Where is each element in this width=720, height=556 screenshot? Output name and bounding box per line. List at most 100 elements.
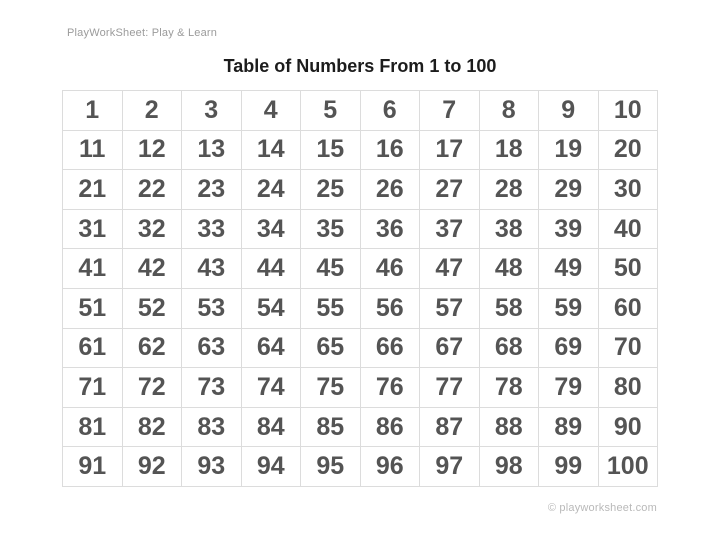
number-cell: 97 (419, 446, 480, 487)
number-cell: 75 (300, 367, 361, 408)
number-cell: 7 (419, 90, 480, 131)
number-cell: 55 (300, 287, 361, 329)
footer-copyright: © playworksheet.com (547, 502, 657, 514)
number-cell: 23 (181, 169, 242, 210)
number-cell: 64 (240, 327, 301, 369)
number-cell: 31 (62, 208, 123, 250)
number-cell: 67 (419, 327, 480, 369)
number-cell: 84 (240, 406, 301, 448)
number-cell: 73 (181, 367, 242, 408)
number-cell: 88 (478, 406, 539, 448)
number-cell: 94 (240, 446, 301, 487)
number-cell: 48 (478, 248, 539, 289)
number-cell: 66 (359, 327, 420, 369)
number-cell: 91 (62, 446, 123, 487)
table-row: 51 52 53 54 55 56 57 58 59 60 (62, 287, 658, 329)
number-cell: 45 (300, 248, 361, 289)
number-cell: 19 (538, 129, 599, 171)
number-cell: 85 (300, 406, 361, 448)
number-cell: 33 (181, 208, 242, 250)
numbers-table: 1 2 3 4 5 6 7 8 9 10 11 12 13 14 15 16 17 18 19 20 21 22 23 24 2… (62, 90, 658, 487)
number-cell: 70 (597, 327, 658, 369)
number-cell: 21 (62, 169, 123, 210)
number-cell: 47 (419, 248, 480, 289)
number-cell: 38 (478, 208, 539, 250)
table-row: 41 42 43 44 45 46 47 48 49 50 (62, 248, 658, 289)
number-cell: 28 (478, 169, 539, 210)
table-row: 31 32 33 34 35 36 37 38 39 40 (62, 208, 658, 250)
number-cell: 39 (538, 208, 599, 250)
table-row: 21 22 23 24 25 26 27 28 29 30 (62, 169, 658, 210)
number-cell: 35 (300, 208, 361, 250)
number-cell: 58 (478, 287, 539, 329)
number-cell: 57 (419, 287, 480, 329)
number-cell: 8 (478, 90, 539, 131)
number-cell: 74 (240, 367, 301, 408)
number-cell: 1 (62, 90, 123, 131)
table-row: 91 92 93 94 95 96 97 98 99 100 (62, 446, 658, 487)
number-cell: 65 (300, 327, 361, 369)
brand-text: PlayWorkSheet: Play & Learn (67, 27, 218, 39)
number-cell: 30 (597, 169, 658, 210)
number-cell: 11 (62, 129, 123, 171)
number-cell: 9 (538, 90, 599, 131)
number-cell: 56 (359, 287, 420, 329)
number-cell: 78 (478, 367, 539, 408)
number-cell: 43 (181, 248, 242, 289)
number-cell: 41 (62, 248, 123, 289)
number-cell: 87 (419, 406, 480, 448)
number-cell: 13 (181, 129, 242, 171)
table-row: 71 72 73 74 75 76 77 78 79 80 (62, 367, 658, 408)
number-cell: 96 (359, 446, 420, 487)
number-cell: 36 (359, 208, 420, 250)
number-cell: 60 (597, 287, 658, 329)
number-cell: 26 (359, 169, 420, 210)
number-cell: 76 (359, 367, 420, 408)
number-cell: 51 (62, 287, 123, 329)
number-cell: 83 (181, 406, 242, 448)
number-cell: 68 (478, 327, 539, 369)
number-cell: 22 (121, 169, 182, 210)
number-cell: 100 (597, 446, 658, 487)
number-cell: 79 (538, 367, 599, 408)
number-cell: 10 (597, 90, 658, 131)
number-cell: 59 (538, 287, 599, 329)
number-cell: 93 (181, 446, 242, 487)
number-cell: 61 (62, 327, 123, 369)
number-cell: 49 (538, 248, 599, 289)
number-cell: 17 (419, 129, 480, 171)
number-cell: 89 (538, 406, 599, 448)
number-cell: 72 (121, 367, 182, 408)
table-row: 1 2 3 4 5 6 7 8 9 10 (62, 90, 658, 131)
number-cell: 82 (121, 406, 182, 448)
number-cell: 18 (478, 129, 539, 171)
number-cell: 15 (300, 129, 361, 171)
number-cell: 3 (181, 90, 242, 131)
number-cell: 12 (121, 129, 182, 171)
number-cell: 95 (300, 446, 361, 487)
number-cell: 44 (240, 248, 301, 289)
number-cell: 62 (121, 327, 182, 369)
number-cell: 40 (597, 208, 658, 250)
numbers-table-body: 1 2 3 4 5 6 7 8 9 10 11 12 13 14 15 16 17 18 19 20 21 22 23 24 2… (62, 90, 658, 487)
number-cell: 27 (419, 169, 480, 210)
number-cell: 2 (121, 90, 182, 131)
number-cell: 16 (359, 129, 420, 171)
number-cell: 6 (359, 90, 420, 131)
table-row: 11 12 13 14 15 16 17 18 19 20 (62, 129, 658, 171)
number-cell: 32 (121, 208, 182, 250)
number-cell: 34 (240, 208, 301, 250)
number-cell: 25 (300, 169, 361, 210)
number-cell: 5 (300, 90, 361, 131)
page-title: Table of Numbers From 1 to 100 (223, 56, 497, 76)
number-cell: 54 (240, 287, 301, 329)
number-cell: 69 (538, 327, 599, 369)
table-row: 61 62 63 64 65 66 67 68 69 70 (62, 327, 658, 369)
number-cell: 14 (240, 129, 301, 171)
number-cell: 50 (597, 248, 658, 289)
number-cell: 24 (240, 169, 301, 210)
number-cell: 29 (538, 169, 599, 210)
number-cell: 46 (359, 248, 420, 289)
number-cell: 98 (478, 446, 539, 487)
